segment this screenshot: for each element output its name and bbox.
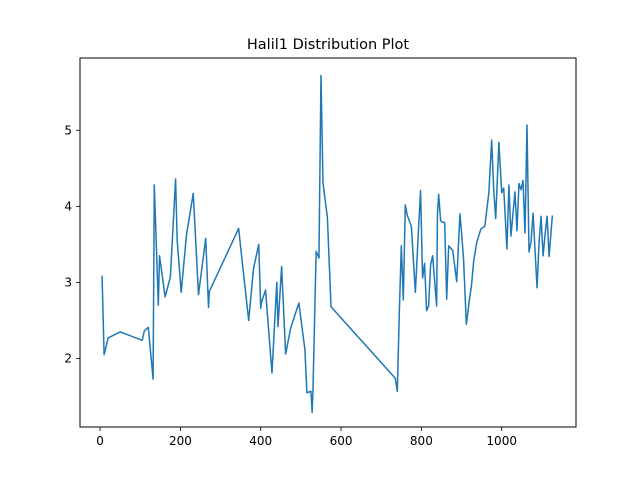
y-tick-label: 4: [64, 199, 72, 213]
x-tick-label: 1000: [486, 434, 517, 448]
y-axis: 2 3 4 5: [64, 123, 80, 366]
x-tick-label: 400: [249, 434, 272, 448]
series-line: [101, 74, 554, 414]
axes-frame: [79, 57, 577, 428]
x-tick-label: 0: [96, 434, 104, 448]
y-tick-label: 2: [64, 352, 72, 366]
plot-area: [101, 74, 554, 414]
y-tick-label: 3: [64, 275, 72, 289]
x-axis: 0 200 400 600 800 1000: [96, 427, 517, 448]
y-tick-label: 5: [64, 123, 72, 137]
chart-title: Halil1 Distribution Plot: [247, 37, 410, 53]
x-tick-label: 800: [410, 434, 433, 448]
x-tick-label: 200: [169, 434, 192, 448]
x-tick-label: 600: [330, 434, 353, 448]
